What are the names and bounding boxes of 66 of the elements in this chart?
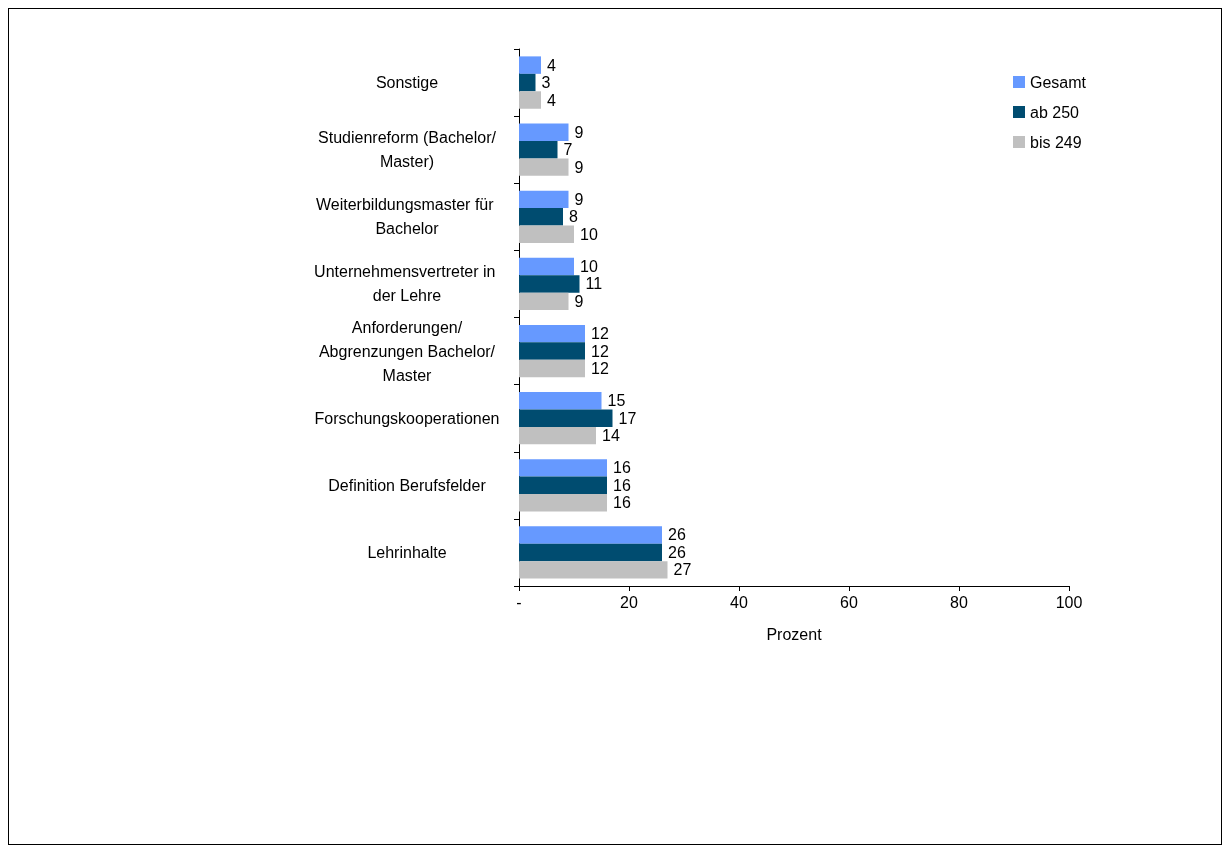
bar xyxy=(519,526,662,544)
bar xyxy=(519,56,541,74)
bar xyxy=(519,426,596,445)
y-tick-label: Forschungskooperationen xyxy=(314,409,500,427)
data-label: 26 xyxy=(668,543,686,561)
bar xyxy=(519,459,607,477)
data-label: 16 xyxy=(613,476,631,494)
data-label: 9 xyxy=(574,292,584,310)
data-label: 4 xyxy=(547,91,556,109)
y-tick-label: Weiterbildungsmaster für Bachelor xyxy=(316,196,498,238)
data-label: 3 xyxy=(541,74,551,92)
data-label: 9 xyxy=(574,123,584,141)
data-label: 10 xyxy=(580,257,598,275)
bar xyxy=(519,190,569,209)
y-tick-label: Studienreform (Bachelor/Master) xyxy=(318,129,497,171)
bar xyxy=(519,324,585,343)
x-tick-label: 40 xyxy=(730,593,748,611)
bar xyxy=(519,91,541,109)
bar xyxy=(519,476,607,495)
data-label: 26 xyxy=(668,526,686,544)
bar xyxy=(519,292,569,311)
bar xyxy=(519,257,574,276)
bar xyxy=(519,561,668,579)
data-label: 10 xyxy=(580,225,598,243)
legend-label: Gesamt xyxy=(1029,73,1087,91)
y-tick-label: Unternehmensvertreter in der Lehre xyxy=(314,263,500,305)
bar xyxy=(519,208,563,226)
bar xyxy=(519,342,585,360)
bar xyxy=(519,392,602,410)
data-label: 17 xyxy=(618,409,637,427)
data-label: 14 xyxy=(602,427,620,445)
data-label: 11 xyxy=(585,275,603,293)
x-tick-label: 100 xyxy=(1055,593,1083,611)
data-label: 9 xyxy=(574,190,584,208)
data-label: 12 xyxy=(591,342,609,360)
x-tick-label: 80 xyxy=(950,593,968,611)
bar xyxy=(519,140,558,159)
x-tick-label: 60 xyxy=(840,593,858,611)
bar xyxy=(519,73,536,92)
data-label: 9 xyxy=(574,158,584,176)
bar xyxy=(519,225,574,243)
y-tick-label: Lehrinhalte xyxy=(367,543,447,561)
bar xyxy=(519,494,607,512)
data-label: 16 xyxy=(613,494,631,512)
bar xyxy=(519,359,585,378)
bar xyxy=(519,123,569,141)
data-label: 7 xyxy=(563,141,573,159)
y-tick-label: Definition Berufsfelder xyxy=(328,476,487,494)
x-tick-label: 20 xyxy=(620,593,638,611)
legend-label: ab 250 xyxy=(1029,103,1080,121)
data-label: 8 xyxy=(569,208,578,226)
x-tick-label: - xyxy=(516,593,522,611)
bar xyxy=(519,409,613,427)
data-label: 27 xyxy=(673,561,692,579)
y-tick-label: Sonstige xyxy=(375,74,439,92)
x-axis-title: Prozent xyxy=(766,625,823,643)
legend-label: bis 249 xyxy=(1029,133,1082,151)
bar xyxy=(519,543,662,562)
data-label: 4 xyxy=(547,56,556,74)
data-label: 15 xyxy=(607,392,626,410)
bar xyxy=(519,158,569,176)
data-label: 12 xyxy=(591,360,609,378)
bar xyxy=(519,275,580,293)
data-label: 12 xyxy=(591,325,609,343)
data-label: 16 xyxy=(613,459,631,477)
y-tick-label: Anforderungen/Abgrenzungen Bachelor/Master xyxy=(318,318,496,384)
